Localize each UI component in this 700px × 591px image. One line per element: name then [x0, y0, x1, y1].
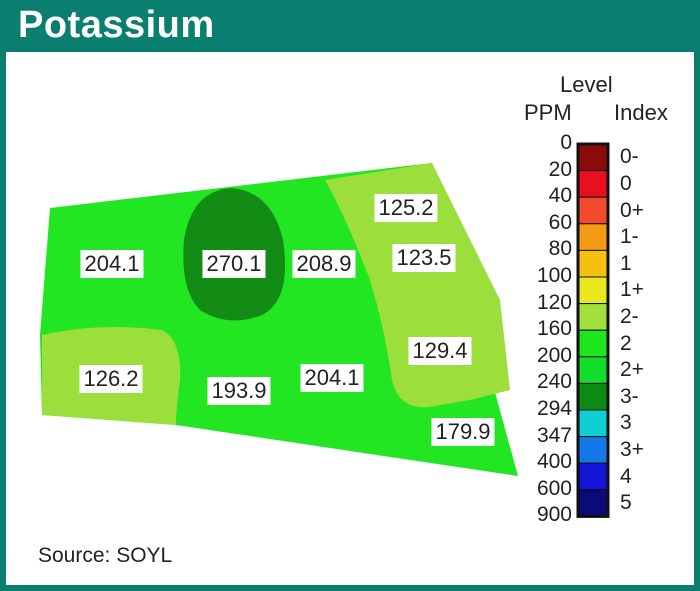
legend-ppm-label: 600 — [536, 476, 572, 500]
legend-band — [577, 143, 609, 172]
legend-index-label: 0- — [620, 145, 639, 169]
page-title: Potassium — [18, 4, 215, 46]
zone-value-label: 123.5 — [392, 244, 456, 272]
legend-bar-outline — [576, 142, 610, 518]
legend-ppm-label: 80 — [548, 237, 572, 261]
legend-ppm-label: 0 — [560, 131, 572, 154]
legend-band — [577, 382, 609, 411]
legend-ppm-label: 240 — [536, 370, 572, 394]
legend-band — [577, 196, 609, 225]
legend-band — [577, 303, 609, 331]
legend-heading-index: Index — [614, 100, 668, 125]
legend-band — [577, 356, 609, 384]
legend-index-label: 5 — [620, 491, 632, 515]
legend-index-label: 1 — [620, 251, 632, 275]
legend-band — [577, 462, 609, 491]
legend-band — [577, 223, 609, 251]
legend-index-label: 2 — [620, 331, 632, 355]
legend-ppm-label: 100 — [536, 264, 572, 287]
source-caption: Source: SOYL — [38, 544, 173, 567]
legend-ppm-label: 200 — [536, 343, 572, 367]
legend-band — [577, 409, 609, 438]
legend-index-label: 3+ — [620, 437, 644, 461]
zone-value-label: 125.2 — [374, 194, 438, 222]
legend-ppm-label: 400 — [536, 450, 572, 474]
zone-value-label: 129.4 — [408, 337, 472, 365]
legend-index-label: 0 — [620, 171, 632, 195]
legend-index-label: 2- — [620, 304, 639, 328]
legend-index-label: 2+ — [620, 358, 644, 382]
legend-ppm-label: 20 — [548, 157, 572, 181]
legend-index-label: 3 — [620, 411, 632, 435]
zone-value-label: 126.2 — [79, 365, 143, 393]
legend-index-label: 0+ — [620, 198, 644, 222]
zone-value-label: 204.1 — [300, 364, 364, 392]
legend-heading-ppm: PPM — [524, 100, 572, 125]
zone-value-label: 179.9 — [431, 418, 495, 446]
legend-ppm-label: 294 — [536, 397, 572, 420]
legend-index-label: 4 — [620, 464, 632, 488]
legend-band — [577, 489, 609, 517]
zone-value-label: 193.9 — [207, 377, 271, 405]
legend-index-label: 3- — [620, 384, 639, 408]
title-bar: Potassium — [0, 0, 700, 52]
legend-heading-level: Level — [560, 72, 613, 97]
legend-ppm-label: 40 — [548, 184, 572, 208]
legend-ppm-label: 120 — [536, 290, 572, 314]
legend-ppm-label: 900 — [536, 503, 572, 527]
legend-band — [577, 276, 609, 305]
legend-ppm-label: 160 — [536, 317, 572, 341]
legend-band — [577, 170, 609, 198]
legend-color-bar — [576, 142, 610, 518]
zone-value-label: 208.9 — [292, 250, 356, 278]
legend-ppm-label: 60 — [548, 210, 572, 234]
legend-band — [577, 329, 609, 358]
zone-value-label: 270.1 — [202, 250, 266, 278]
legend-band — [577, 436, 609, 464]
legend-ppm-label: 347 — [536, 423, 572, 447]
legend-band — [577, 249, 609, 278]
legend-index-label: 1+ — [620, 278, 644, 302]
zone-value-label: 204.1 — [80, 250, 144, 278]
legend-index-label: 1- — [620, 225, 639, 249]
